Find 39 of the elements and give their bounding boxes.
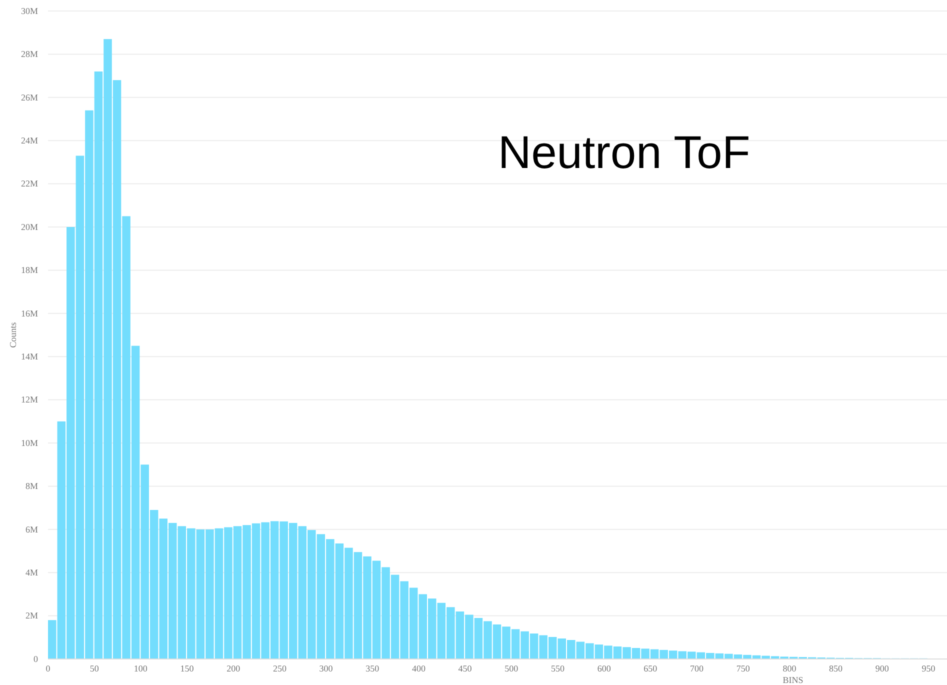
x-tick-label: 400 [412,663,426,674]
x-tick-label: 0 [46,663,51,674]
y-axis-title: Counts [8,322,18,348]
x-tick-label: 950 [922,663,936,674]
x-tick-label: 500 [504,663,519,674]
x-tick-label: 550 [550,663,565,674]
y-tick-label: 14M [20,351,38,362]
y-tick-label: 16M [20,308,38,318]
x-axis-title: BINS [782,675,804,685]
x-tick-label: 50 [90,663,100,674]
x-tick-label: 350 [366,663,380,674]
y-tick-label: 26M [20,92,38,102]
y-tick-label: 30M [20,6,38,16]
x-tick-label: 100 [134,663,148,674]
y-tick-label: 4M [25,567,38,578]
x-tick-label: 600 [597,663,612,674]
x-tick-label: 700 [690,663,704,674]
x-tick-label: 850 [829,663,844,674]
x-tick-label: 200 [226,663,241,674]
x-tick-label: 800 [782,663,797,674]
y-tick-label: 18M [20,265,38,276]
x-tick-label: 750 [736,663,750,674]
text: Neutron ToF [498,126,750,178]
y-tick-label: 22M [20,178,38,189]
x-tick-label: 650 [644,663,658,674]
y-tick-label: 10M [20,438,38,448]
y-tick-label: 12M [20,394,38,405]
x-tick-label: 450 [458,663,472,674]
x-tick-label: 250 [272,663,287,674]
x-tick-label: 900 [875,663,890,674]
y-tick-label: 6M [25,524,38,534]
x-tick-label: 300 [319,663,334,674]
y-tick-label: 24M [20,135,38,146]
y-tick-label: 0 [34,654,38,664]
y-tick-label: 28M [20,49,38,60]
y-tick-label: 2M [25,610,38,621]
x-tick-label: 150 [180,663,194,674]
y-tick-label: 8M [25,481,38,492]
y-tick-label: 20M [20,222,38,232]
